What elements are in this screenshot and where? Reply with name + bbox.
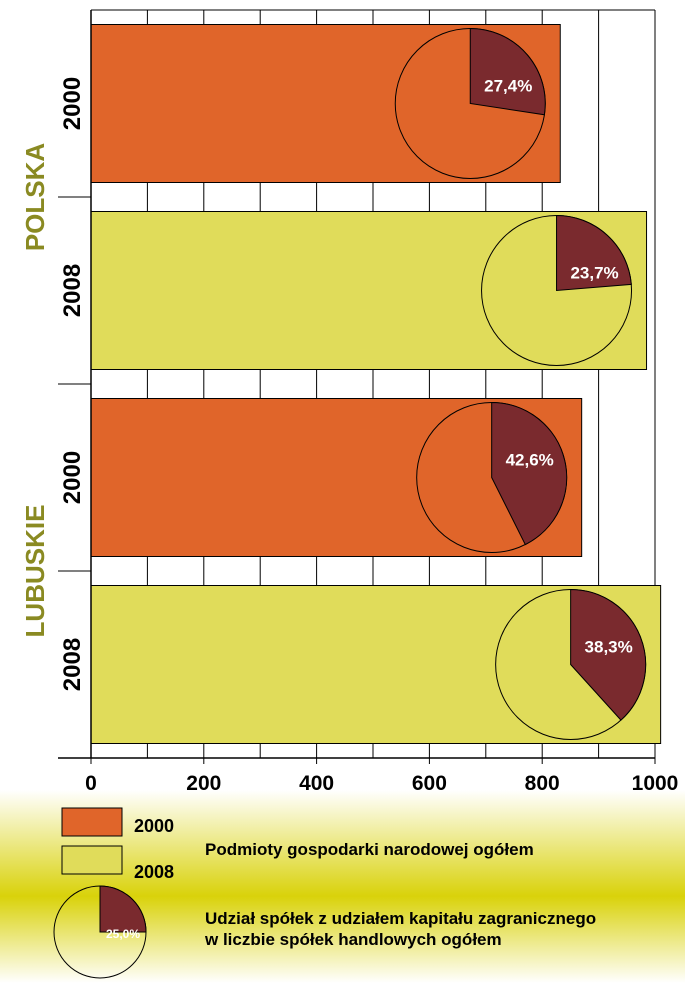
pie-label: 23,7% [570,264,618,283]
pie-slice-lubuskie-2008 [570,588,647,721]
pie-label: 27,4% [484,77,532,96]
legend-pie-caption-line: Udział spółek z udziałem kapitału zagran… [205,909,596,928]
x-axis: 0 200 400 600 800 1000 [58,9,679,795]
legend-swatch-2000 [61,807,123,837]
x-tick-label: 0 [85,772,97,795]
pie-slice-polska-2000 [469,27,546,116]
x-tick-label: 400 [299,772,334,795]
pie-slice-polska-2008 [556,214,632,292]
legend-label-2008: 2008 [134,862,174,882]
pie-slice-lubuskie-2000 [491,401,568,546]
legend-pie-caption-line: w liczbie spółek handlowych ogółem [204,930,502,949]
category-labels: POLSKA 2000 2008 LUBUSKIE 2000 2008 [20,77,86,691]
x-tick-label: 200 [186,772,221,795]
legend-pie-label: 25,0% [106,927,140,941]
category-label: 2000 [59,451,86,504]
pie-label: 38,3% [585,638,633,657]
x-tick-label: 1000 [632,772,679,795]
category-label: 2000 [59,77,86,130]
legend: 2000 2008 Podmioty gospodarki narodowej og… [53,807,596,979]
pie-label: 42,6% [506,451,554,470]
legend-swatch-2008 [61,845,123,875]
category-label: 2008 [59,638,86,691]
category-label: 2008 [59,264,86,317]
legend-pie-slice [99,885,147,933]
x-tick-label: 600 [412,772,447,795]
bars: 27,4% 23,7% 42,6% 38,3% [90,24,662,744]
x-tick-label: 800 [525,772,560,795]
group-label: LUBUSKIE [20,505,50,638]
group-label: POLSKA [20,143,50,252]
legend-label-2000: 2000 [134,816,174,836]
legend-bar-caption: Podmioty gospodarki narodowej ogółem [205,840,534,859]
